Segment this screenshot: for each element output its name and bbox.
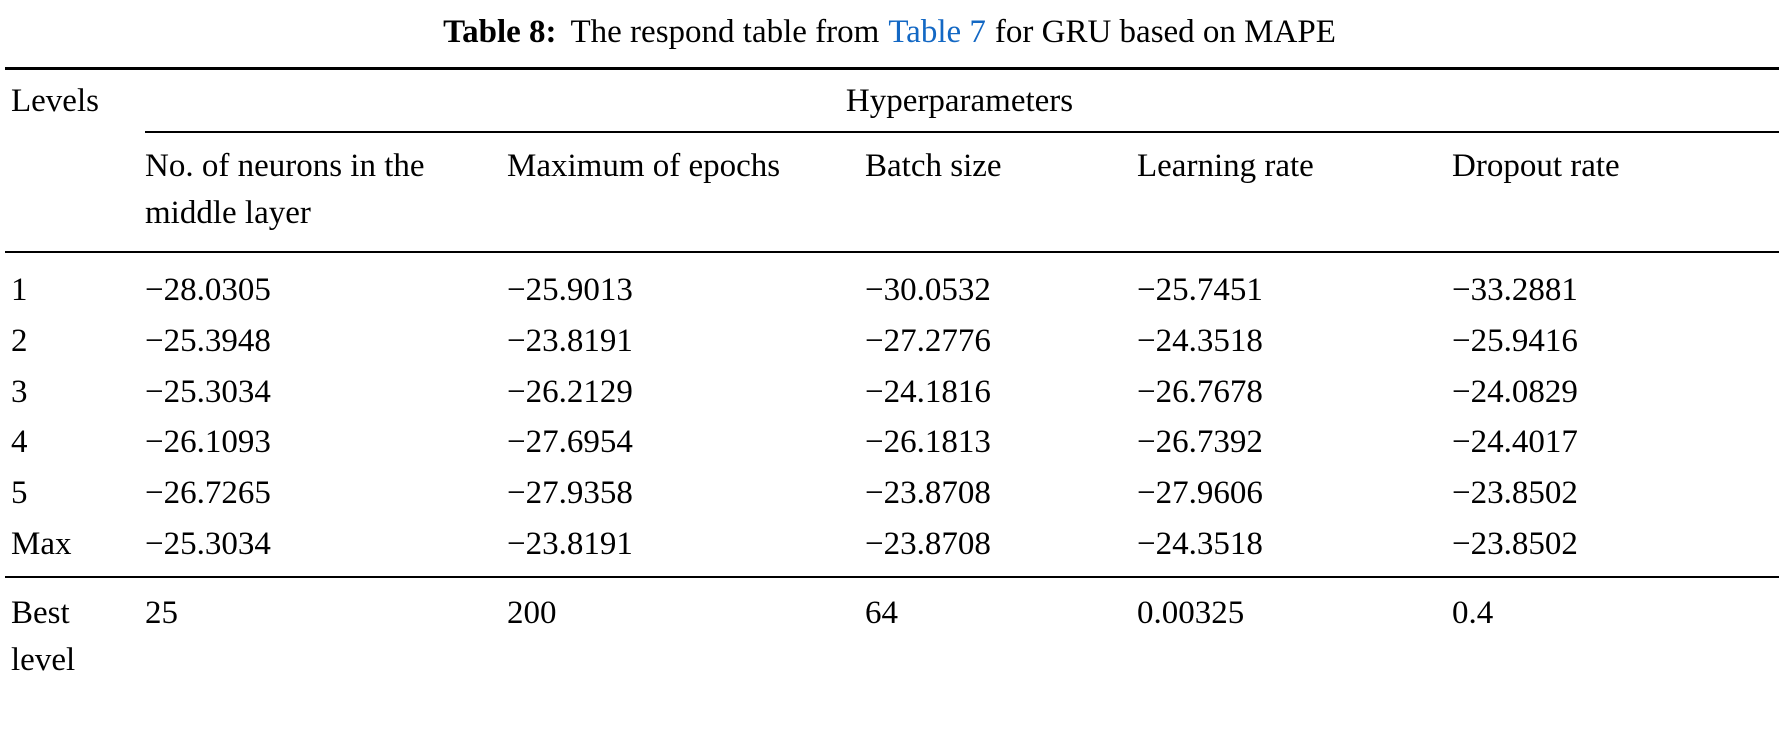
value-cell: −26.2129 (507, 373, 633, 410)
value-cell: −25.3034 (145, 519, 507, 578)
group-header-row: Levels Hyperparameters (5, 67, 1779, 134)
value-cell: −23.8708 (865, 475, 991, 512)
value-cell: −25.3034 (145, 373, 271, 410)
value-cell: −26.7265 (145, 475, 271, 512)
best-value-cell: 200 (507, 576, 865, 750)
value-cell: −26.7678 (1137, 373, 1263, 410)
value-cell: −23.8191 (507, 519, 865, 578)
hyperparameters-group-header: Hyperparameters (145, 67, 1779, 134)
column-header-dropout-rate: Dropout rate (1452, 132, 1779, 253)
empty-header-cell (5, 132, 145, 253)
value-cell: −30.0532 (865, 271, 991, 308)
value-cell: −25.9013 (507, 271, 633, 308)
level-cell: Max (5, 519, 145, 578)
table-caption-text-before: The respond table from (570, 14, 880, 50)
value-cell: −26.1813 (865, 424, 991, 461)
value-cell: −27.9358 (507, 475, 633, 512)
table-row: 3 −25.3034 −26.2129 −24.1816 −26.7678 −2… (5, 367, 1779, 418)
table-row: 4 −26.1093 −27.6954 −26.1813 −26.7392 −2… (5, 417, 1779, 468)
level-cell: 5 (11, 475, 28, 512)
best-value-cell: 0.00325 (1137, 576, 1452, 750)
value-cell: −25.7451 (1137, 271, 1263, 308)
table-caption: Table 8: The respond table from Table 7 for… (5, 12, 1774, 53)
value-cell: −26.1093 (145, 424, 271, 461)
level-cell: 4 (11, 424, 28, 461)
value-cell: −24.3518 (1137, 322, 1263, 359)
value-cell: −23.8191 (507, 322, 633, 359)
table-row: 2 −25.3948 −23.8191 −27.2776 −24.3518 −2… (5, 316, 1779, 367)
value-cell: −23.8502 (1452, 475, 1578, 512)
best-level-row: Best level 25 200 64 0.00325 0.4 (5, 576, 1779, 750)
column-header-row: No. of neurons in the middle layer Maxim… (5, 132, 1779, 253)
best-level-label: Best level (5, 576, 145, 750)
table-row-max: Max −25.3034 −23.8191 −23.8708 −24.3518 … (5, 519, 1779, 578)
column-header-epochs: Maximum of epochs (507, 132, 865, 253)
value-cell: −24.3518 (1137, 519, 1452, 578)
level-cell: 3 (11, 373, 28, 410)
value-cell: −23.8502 (1452, 519, 1779, 578)
table-row: 5 −26.7265 −27.9358 −23.8708 −27.9606 −2… (5, 468, 1779, 519)
value-cell: −33.2881 (1452, 271, 1578, 308)
value-cell: −23.8708 (865, 519, 1137, 578)
value-cell: −26.7392 (1137, 424, 1263, 461)
value-cell: −24.4017 (1452, 424, 1578, 461)
table-7-link[interactable]: Table 7 (888, 14, 986, 50)
value-cell: −25.9416 (1452, 322, 1578, 359)
value-cell: −28.0305 (145, 271, 271, 308)
value-cell: −27.9606 (1137, 475, 1263, 512)
best-value-cell: 25 (145, 576, 507, 750)
best-value-cell: 64 (865, 576, 1137, 750)
value-cell: −27.2776 (865, 322, 991, 359)
table-caption-text-after: for GRU based on MAPE (994, 14, 1336, 50)
table-row: 1 −28.0305 −25.9013 −30.0532 −25.7451 −3… (5, 252, 1779, 316)
results-table: Levels Hyperparameters No. of neurons in… (5, 67, 1779, 750)
level-cell: 1 (11, 271, 28, 308)
value-cell: −24.1816 (865, 373, 991, 410)
value-cell: −24.0829 (1452, 373, 1578, 410)
value-cell: −27.6954 (507, 424, 633, 461)
level-cell: 2 (11, 322, 28, 359)
levels-column-header: Levels (5, 67, 145, 133)
best-value-cell: 0.4 (1452, 576, 1779, 750)
column-header-neurons: No. of neurons in the middle layer (145, 132, 507, 253)
value-cell: −25.3948 (145, 322, 271, 359)
column-header-batch-size: Batch size (865, 132, 1137, 253)
table-caption-label: Table 8: (443, 14, 557, 50)
column-header-learning-rate: Learning rate (1137, 132, 1452, 253)
